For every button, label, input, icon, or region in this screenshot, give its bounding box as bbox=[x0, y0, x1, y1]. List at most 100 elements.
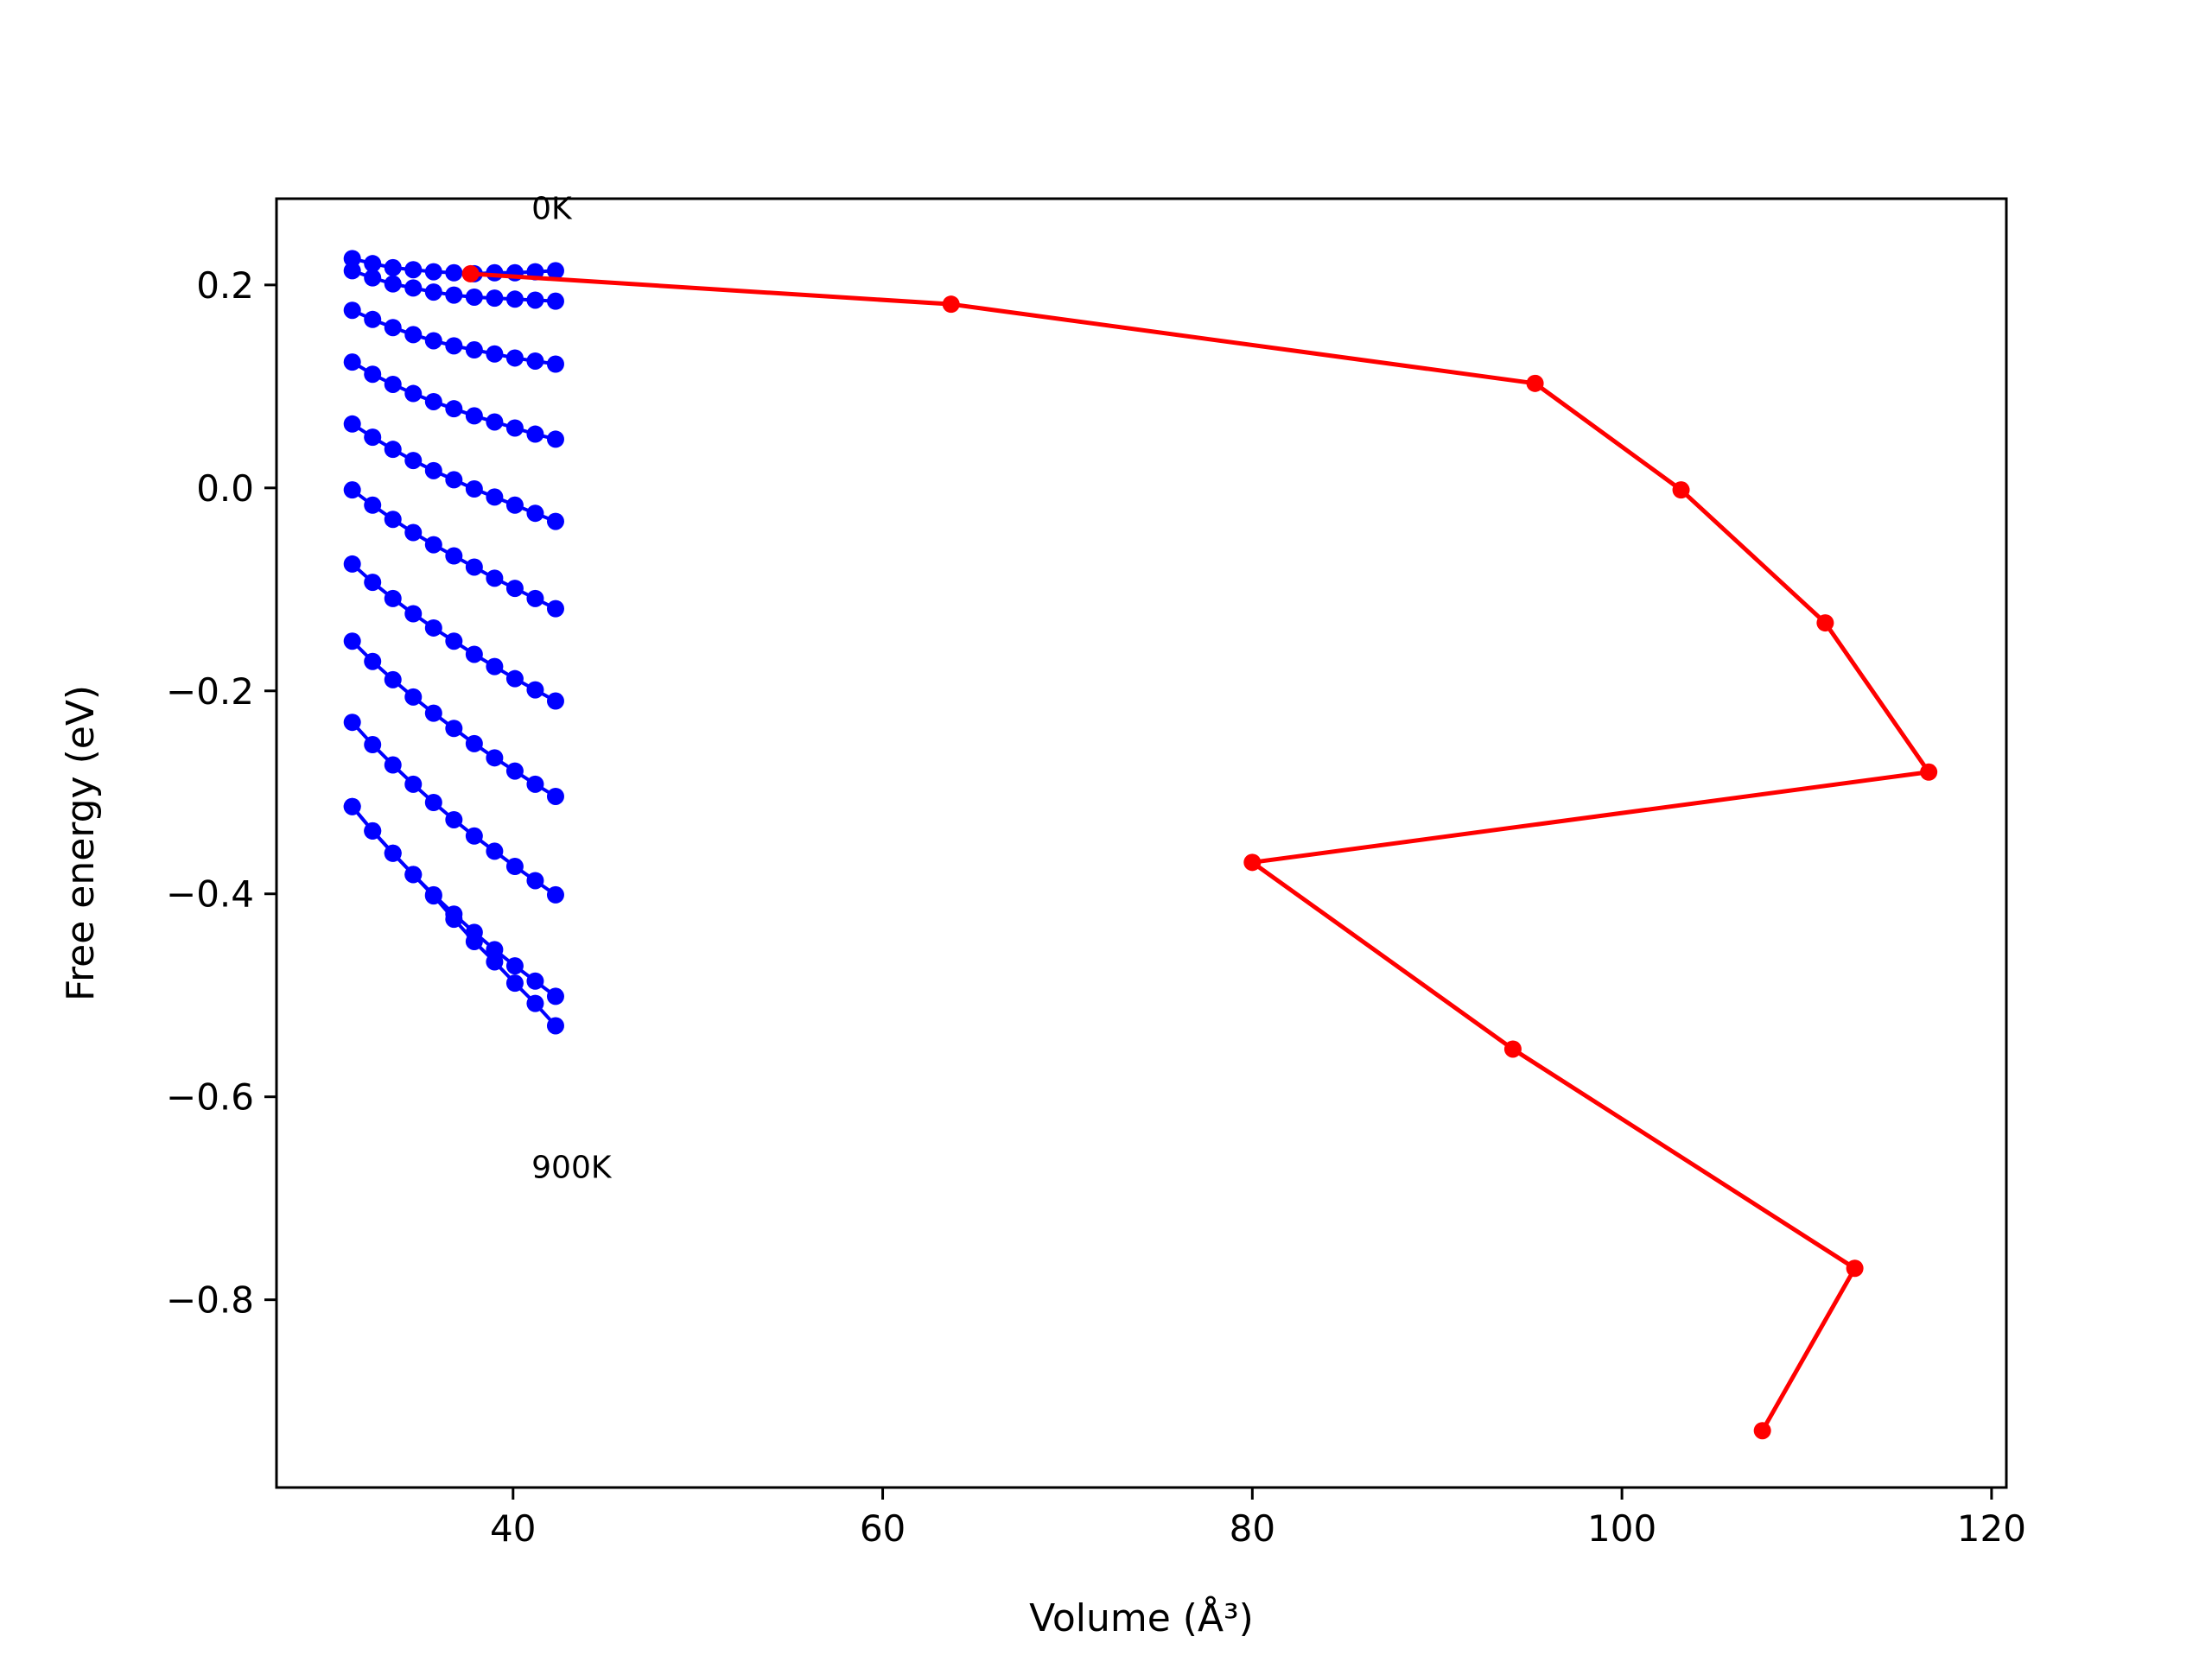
series-10-point bbox=[445, 910, 463, 929]
series-3-point bbox=[546, 430, 564, 448]
series-10-point bbox=[364, 821, 382, 840]
series-10-point bbox=[384, 844, 402, 862]
series-5-point bbox=[364, 496, 382, 514]
minimum-path-point bbox=[1243, 853, 1262, 872]
series-1-point bbox=[465, 288, 483, 306]
series-0-point bbox=[384, 258, 402, 276]
series-10-point bbox=[465, 932, 483, 950]
series-9-point bbox=[526, 972, 544, 990]
minimum-path-line bbox=[470, 271, 1931, 1432]
series-0-point bbox=[546, 262, 564, 280]
series-8-point bbox=[526, 872, 544, 890]
series-8-point bbox=[546, 885, 564, 904]
y-tick-label: −0.4 bbox=[166, 873, 254, 916]
series-3-point bbox=[364, 365, 382, 384]
y-tick-label: 0.2 bbox=[196, 264, 254, 307]
series-8-point bbox=[343, 714, 361, 732]
series-10-point bbox=[424, 887, 442, 905]
series-8 bbox=[343, 714, 564, 904]
series-8-point bbox=[384, 756, 402, 774]
series-7-point bbox=[526, 775, 544, 793]
series-1 bbox=[343, 262, 564, 310]
series-10 bbox=[343, 797, 564, 1035]
series-3 bbox=[343, 353, 564, 448]
series-5-point bbox=[445, 547, 463, 565]
series-3-point bbox=[465, 407, 483, 425]
series-0-point bbox=[404, 261, 423, 279]
series-10-point bbox=[343, 797, 361, 815]
series-4-point bbox=[505, 496, 524, 514]
series-2-point bbox=[546, 355, 564, 373]
series-3-point bbox=[404, 384, 423, 403]
x-axis-title: Volume (Å³) bbox=[1029, 1595, 1254, 1640]
series-0-point bbox=[343, 250, 361, 268]
series-3-point bbox=[526, 425, 544, 443]
series-8-point bbox=[364, 736, 382, 754]
x-tick-label: 100 bbox=[1587, 1507, 1656, 1550]
series-2 bbox=[343, 301, 564, 373]
series-4-point bbox=[424, 461, 442, 479]
x-tick-label: 60 bbox=[860, 1507, 906, 1550]
series-5-point bbox=[526, 589, 544, 607]
series-5-point bbox=[546, 599, 564, 618]
series-9-point bbox=[546, 987, 564, 1005]
series-8-point bbox=[465, 827, 483, 845]
series-7-point bbox=[445, 720, 463, 738]
series-7-point bbox=[486, 749, 504, 767]
series-2-point bbox=[424, 332, 442, 350]
series-6-point bbox=[465, 645, 483, 663]
series-4-point bbox=[343, 415, 361, 433]
annotation-0k: 0K bbox=[531, 191, 573, 226]
y-axis: 0.2 0.0 −0.2 −0.4 −0.6 −0.8 bbox=[166, 264, 276, 1322]
y-tick-label: −0.6 bbox=[166, 1076, 254, 1119]
series-7 bbox=[343, 632, 564, 805]
series-5-point bbox=[486, 569, 504, 587]
series-1-point bbox=[343, 262, 361, 280]
series-layer bbox=[343, 250, 564, 1035]
series-7-point bbox=[404, 688, 423, 706]
series-3-point bbox=[424, 392, 442, 410]
series-5-point bbox=[384, 511, 402, 529]
minimum-path-point bbox=[1920, 763, 1938, 781]
y-tick-label: −0.8 bbox=[166, 1279, 254, 1322]
series-10-point bbox=[546, 1017, 564, 1035]
x-tick-label: 120 bbox=[1957, 1507, 2026, 1550]
series-2-point bbox=[364, 310, 382, 328]
series-1-point bbox=[424, 283, 442, 301]
minimum-path-point bbox=[1503, 1040, 1522, 1058]
series-6-point bbox=[505, 669, 524, 688]
series-10-point bbox=[486, 953, 504, 971]
series-7-point bbox=[424, 704, 442, 722]
series-2-point bbox=[505, 349, 524, 367]
series-4-point bbox=[384, 441, 402, 459]
series-6 bbox=[343, 555, 564, 710]
series-4-point bbox=[526, 504, 544, 523]
minimum-path-layer bbox=[461, 264, 1938, 1440]
series-7-point bbox=[343, 632, 361, 650]
series-1-point bbox=[546, 292, 564, 310]
series-4 bbox=[343, 415, 564, 530]
minimum-path-point bbox=[1846, 1259, 1864, 1278]
series-5-point bbox=[505, 580, 524, 598]
series-4-point bbox=[546, 512, 564, 530]
series-5-point bbox=[465, 558, 483, 576]
series-6-point bbox=[384, 589, 402, 607]
series-3-point bbox=[505, 419, 524, 437]
series-2-point bbox=[486, 345, 504, 363]
series-1-point bbox=[384, 275, 402, 293]
series-4-point bbox=[486, 488, 504, 506]
series-6-point bbox=[445, 632, 463, 650]
series-9-line bbox=[351, 805, 557, 998]
series-6-point bbox=[343, 555, 361, 573]
series-8-point bbox=[404, 775, 423, 793]
series-2-point bbox=[526, 352, 544, 370]
series-2-point bbox=[445, 337, 463, 355]
series-6-point bbox=[546, 692, 564, 710]
series-2-point bbox=[343, 301, 361, 320]
series-4-point bbox=[364, 428, 382, 447]
series-10-point bbox=[404, 866, 423, 884]
series-1-point bbox=[364, 269, 382, 287]
series-4-point bbox=[465, 479, 483, 498]
series-10-point bbox=[526, 994, 544, 1012]
